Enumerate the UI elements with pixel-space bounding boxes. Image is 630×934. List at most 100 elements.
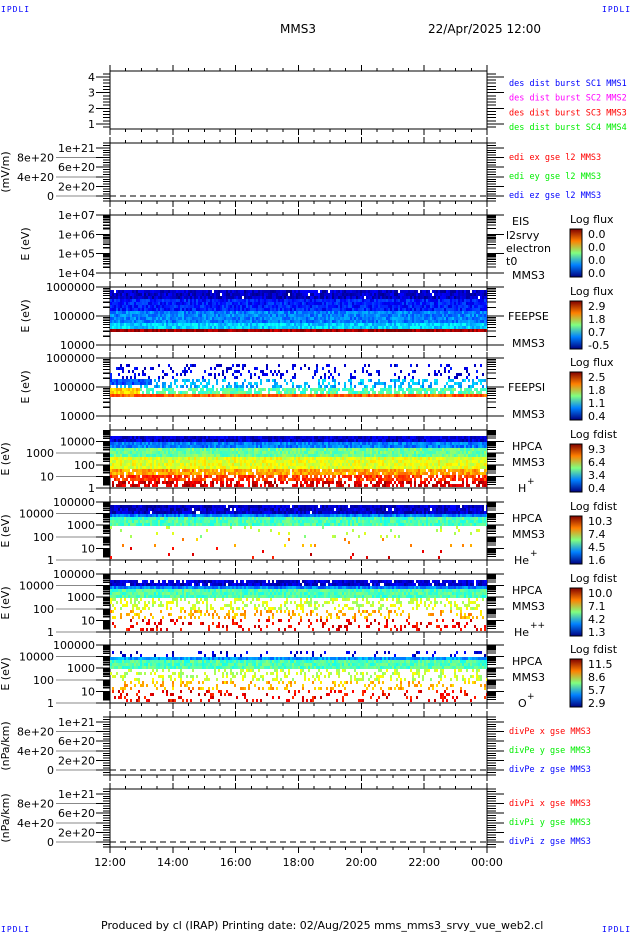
- y-tick-label: 1e+05: [58, 248, 95, 261]
- colorbar-tick-label: 6.4: [588, 456, 606, 469]
- colorbar-tick-label: 5.7: [588, 684, 606, 697]
- footer-credits: Produced by cl (IRAP) Printing date: 02/…: [101, 919, 544, 932]
- colorbar-eis: [569, 228, 583, 278]
- legend-entry: divPi x gse MMS3: [509, 799, 591, 809]
- spectrogram-hpca-he1: [110, 502, 487, 560]
- y-axis-label: E (eV): [19, 299, 32, 332]
- y-tick-label: 10: [81, 614, 95, 627]
- y-tick-label: 0: [47, 836, 54, 849]
- y-tick-label: 10000: [19, 580, 54, 593]
- colorbar-tick-label: 11.5: [588, 658, 613, 671]
- y-tick-label: 0: [47, 764, 54, 777]
- colorbar-tick-label: 1.8: [588, 313, 606, 326]
- colorbar-hpca-he2: [569, 587, 583, 637]
- colorbar-tick-label: 0.7: [588, 326, 606, 339]
- y-tick-label: 10: [81, 542, 95, 555]
- y-tick-label: 1e+04: [58, 267, 95, 280]
- y-tick-label: 1e+06: [58, 228, 95, 241]
- colorbar-tick-label: 10.0: [588, 587, 613, 600]
- y-tick-label: 100: [33, 531, 54, 544]
- y-tick-label: 4e+20: [17, 171, 54, 184]
- y-tick-label: 2e+20: [58, 755, 95, 768]
- y-tick-label: 6e+20: [58, 807, 95, 820]
- colorbar-tick-label: 1.1: [588, 397, 606, 410]
- spacecraft-label: MMS3: [512, 671, 545, 684]
- corner-tag-top-right: IPDLI: [602, 5, 630, 14]
- y-tick-label: 1e+21: [58, 142, 95, 155]
- y-tick-label: 1000: [26, 447, 54, 460]
- spectrogram-hpca-he2: [110, 574, 487, 632]
- y-tick-label: 1: [88, 482, 95, 495]
- time-axis-label: 20:00: [345, 856, 377, 869]
- y-tick-label: 100000: [53, 639, 95, 652]
- y-tick-label: 2e+20: [58, 181, 95, 194]
- y-tick-label: 4e+20: [17, 745, 54, 758]
- spectrogram-hpca-h: [110, 430, 487, 488]
- colorbar-tick-label: 0.0: [588, 241, 606, 254]
- panel-frame-divpi: [109, 788, 488, 848]
- species-label: O: [518, 697, 527, 710]
- y-tick-label: 4: [88, 71, 95, 84]
- y-axis-label: E (eV): [0, 586, 12, 619]
- colorbar-tick-label: 2.9: [588, 300, 606, 313]
- spectrogram-hpca-o: [110, 645, 487, 703]
- corner-tag-bottom-left: IPDLI: [1, 925, 31, 934]
- y-tick-label: 100: [33, 674, 54, 687]
- colorbar-title: Log fdist: [570, 428, 618, 441]
- y-axis-label: (nPa/km): [0, 721, 12, 770]
- colorbar-hpca-o: [569, 658, 583, 708]
- y-tick-label: 10000: [60, 410, 95, 423]
- instrument-label: EIS: [512, 215, 529, 228]
- species-charge: ++: [530, 621, 545, 631]
- colorbar-tick-label: -0.5: [588, 339, 609, 352]
- colorbar-tick-label: 7.1: [588, 600, 606, 613]
- y-tick-label: 100000: [53, 568, 95, 581]
- y-tick-label: 10000: [60, 339, 95, 352]
- time-axis-label: 12:00: [94, 856, 126, 869]
- species-charge: +: [527, 477, 535, 487]
- colorbar-tick-label: 8.6: [588, 671, 606, 684]
- y-tick-label: 3: [88, 87, 95, 100]
- legend-entry: divPe y gse MMS3: [509, 746, 591, 756]
- colorbar-tick-label: 9.3: [588, 443, 606, 456]
- spacecraft-label: MMS3: [512, 456, 545, 469]
- y-tick-label: 1000: [67, 591, 95, 604]
- colorbar-tick-label: 4.2: [588, 613, 606, 626]
- instrument-label: FEEPSI: [508, 381, 545, 394]
- panel-frame-edi-e: [109, 142, 488, 202]
- legend-entry: des dist burst SC2 MMS2: [509, 94, 627, 104]
- colorbar-title: Log fdist: [570, 500, 618, 513]
- colorbar-tick-label: 0.4: [588, 482, 606, 495]
- y-axis-label: E (eV): [0, 442, 12, 475]
- colorbar-tick-label: 0.4: [588, 410, 606, 423]
- colorbar-title: Log flux: [570, 285, 614, 298]
- y-tick-label: 100000: [53, 496, 95, 509]
- panel-frame-des-dist: [109, 70, 488, 130]
- panel-frame-divpe: [109, 716, 488, 776]
- species-charge: +: [527, 692, 535, 702]
- y-tick-label: 10: [81, 685, 95, 698]
- instrument-label: HPCA: [512, 440, 543, 453]
- species-label: He: [514, 554, 529, 567]
- colorbar-feepsi: [569, 371, 583, 421]
- y-tick-label: 1e+21: [58, 716, 95, 729]
- colorbar-tick-label: 10.3: [588, 515, 613, 528]
- colorbar-tick-label: 1.6: [588, 554, 606, 567]
- y-tick-label: 6e+20: [58, 735, 95, 748]
- instrument-label: HPCA: [512, 512, 543, 525]
- y-axis-label: (nPa/km): [0, 793, 12, 842]
- y-tick-label: 2: [88, 102, 95, 115]
- legend-entry: edi ey gse l2 MMS3: [509, 172, 601, 182]
- legend-entry: edi ez gse l2 MMS3: [509, 191, 601, 201]
- corner-tag-top-left: IPDLI: [1, 5, 31, 14]
- y-tick-label: 1: [47, 626, 54, 639]
- y-tick-label: 1000000: [46, 352, 95, 365]
- instrument-label: HPCA: [512, 584, 543, 597]
- species-charge: +: [530, 549, 538, 559]
- colorbar-title: Log flux: [570, 356, 614, 369]
- legend-entry: divPi y gse MMS3: [509, 818, 591, 828]
- y-tick-label: 2e+20: [58, 827, 95, 840]
- spacecraft-label: MMS3: [512, 408, 545, 421]
- y-tick-label: 1e+21: [58, 788, 95, 801]
